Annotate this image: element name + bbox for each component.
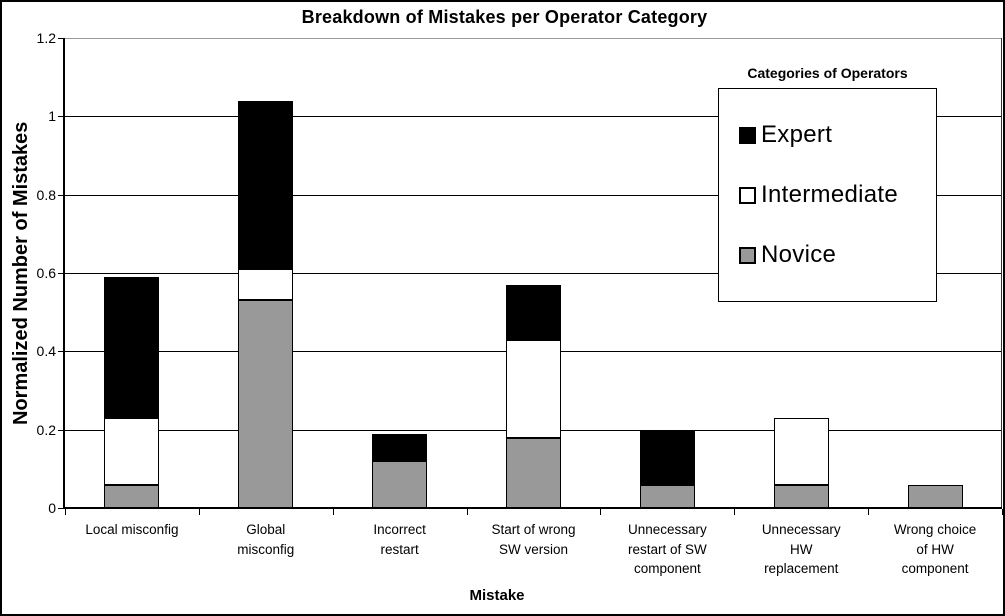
bar-group [506,284,561,508]
bar-group [908,484,963,508]
y-tick-label: 0 [48,500,56,516]
x-tick [1002,509,1003,515]
legend-swatch-novice-icon [739,246,756,264]
x-category-label: Incorrect restart [333,520,467,579]
x-tick [467,509,468,515]
gridline [65,38,1001,39]
x-category-label: Unnecessary restart of SW component [600,520,734,579]
x-category-label-text: Start of wrong SW version [491,522,576,557]
y-tick-label: 0.6 [36,265,56,281]
x-category-label-text: Local misconfig [85,522,179,537]
x-tick [199,509,200,515]
x-tick [600,509,601,515]
gridline [65,195,1001,196]
bar-segment-intermediate [238,269,293,301]
y-axis-line [63,38,65,509]
legend-label: Novice [761,241,837,268]
legend-entry-intermediate: Intermediate [739,181,936,209]
gridline [65,273,1001,274]
y-tick [58,195,64,196]
legend-box: Expert Intermediate Novice [718,88,937,302]
bar-segment-expert [506,284,561,340]
x-axis-line [63,507,1002,509]
x-category-label-text: Unnecessary HW replacement [761,522,841,577]
y-tick [58,273,64,274]
x-axis-title: Mistake [469,587,525,604]
bar-segment-expert [372,433,427,461]
x-category-label-text: Unnecessary restart of SW component [627,522,707,577]
y-tick-label: 1.2 [36,30,56,46]
bar-segment-novice [104,484,159,508]
bar-segment-intermediate [506,339,561,438]
bar-segment-novice [908,484,963,508]
x-category-label: Global misconfig [199,520,333,579]
y-tick [58,351,64,352]
x-category-label-text: Incorrect restart [373,522,426,557]
legend-entry-expert: Expert [739,121,936,149]
y-tick-label: 0.2 [36,422,56,438]
legend-label: Expert [761,121,833,148]
y-tick-label: 0.4 [36,343,56,359]
bar-segment-novice [774,484,829,508]
bar-group [640,429,695,508]
y-tick-label: 1 [48,108,56,124]
legend-swatch-intermediate-icon [739,186,756,204]
x-category-labels: Local misconfig Global misconfig Incorrect… [65,520,1002,579]
legend: Categories of Operators Expert Intermedia… [718,65,937,302]
legend-label: Intermediate [761,181,899,208]
bar-segment-novice [640,484,695,508]
x-tick [65,509,66,515]
bar-segment-novice [372,461,427,508]
bar-segment-novice [238,300,293,508]
x-category-label: Local misconfig [65,520,199,579]
bar-segment-intermediate [774,417,829,485]
y-tick [58,430,64,431]
bar-segment-expert [238,100,293,270]
x-tick [734,509,735,515]
chart-title: Breakdown of Mistakes per Operator Categ… [301,7,708,27]
x-category-label-text: Wrong choice of HW component [893,522,977,577]
bar-segment-expert [104,276,159,418]
bar-group [372,433,427,508]
legend-title: Categories of Operators [747,65,908,81]
x-category-label: Wrong choice of HW component [868,520,1002,579]
y-tick [58,508,64,509]
bar-segment-intermediate [104,417,159,485]
x-category-label: Start of wrong SW version [467,520,601,579]
x-tick [868,509,869,515]
bar-segment-expert [640,429,695,485]
bar-segment-novice [506,437,561,508]
y-tick [58,116,64,117]
y-tick [58,38,64,39]
gridline [65,116,1001,117]
y-tick-label: 0.8 [36,187,56,203]
legend-swatch-expert-icon [739,126,756,144]
plot-area [65,38,1002,508]
bar-group [104,276,159,508]
bar-group [774,417,829,508]
x-category-label: Unnecessary HW replacement [734,520,868,579]
legend-entry-novice: Novice [739,241,936,269]
x-tick [333,509,334,515]
bar-group [238,100,293,508]
x-category-label-text: Global misconfig [237,522,295,557]
